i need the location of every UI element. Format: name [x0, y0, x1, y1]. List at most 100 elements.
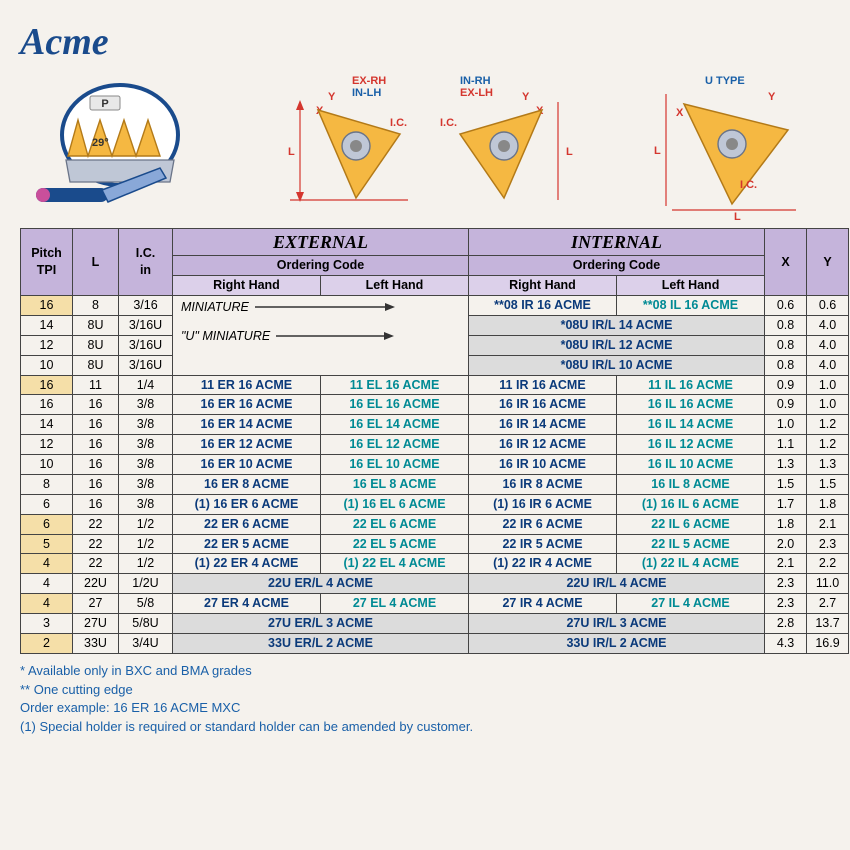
table-cell: 16 IR 8 ACME	[469, 474, 617, 494]
svg-text:IN-RH: IN-RH	[460, 75, 491, 87]
col-ic: I.C.in	[119, 229, 173, 296]
footnote: ** One cutting edge	[20, 681, 830, 700]
table-cell: 4	[21, 554, 73, 574]
table-cell: 8	[21, 474, 73, 494]
table-cell: 0.8	[765, 355, 807, 375]
table-cell: (1) 22 EL 4 ACME	[321, 554, 469, 574]
table-cell: *08U IR/L 14 ACME	[469, 315, 765, 335]
table-cell: 2	[21, 633, 73, 653]
table-cell: 4.0	[807, 355, 849, 375]
diagram-row: P 29° EX-RH IN-LH L X Y I.C. IN-RH EX-LH	[20, 70, 830, 220]
table-cell: 4.0	[807, 335, 849, 355]
col-external: EXTERNAL	[173, 229, 469, 256]
table-cell: 16 EL 8 ACME	[321, 474, 469, 494]
table-cell: MINIATURE"U" MINIATURE	[173, 296, 469, 376]
table-cell: 2.3	[765, 574, 807, 594]
svg-text:P: P	[101, 98, 108, 110]
svg-text:EX-LH: EX-LH	[460, 87, 493, 99]
table-cell: 3	[21, 614, 73, 634]
table-cell: 11 EL 16 ACME	[321, 375, 469, 395]
svg-text:U TYPE: U TYPE	[705, 75, 745, 87]
table-cell: 2.3	[765, 594, 807, 614]
svg-text:I.C.: I.C.	[390, 117, 407, 129]
table-cell: 16 ER 12 ACME	[173, 435, 321, 455]
table-cell: 14	[21, 415, 73, 435]
table-cell: 16 IR 12 ACME	[469, 435, 617, 455]
table-row: 10163/816 ER 10 ACME16 EL 10 ACME16 IR 1…	[21, 455, 849, 475]
table-cell: 22 IR 5 ACME	[469, 534, 617, 554]
thread-profile-diagram: P 29°	[20, 70, 230, 220]
table-cell: 22 IR 6 ACME	[469, 514, 617, 534]
table-cell: (1) 22 ER 4 ACME	[173, 554, 321, 574]
table-cell: 3/8	[119, 494, 173, 514]
table-cell: 16 EL 16 ACME	[321, 395, 469, 415]
table-cell: 16.9	[807, 633, 849, 653]
table-cell: 16 IL 10 ACME	[617, 455, 765, 475]
col-int-lh: Left Hand	[617, 276, 765, 296]
table-cell: 1.0	[765, 415, 807, 435]
table-row: 12163/816 ER 12 ACME16 EL 12 ACME16 IR 1…	[21, 435, 849, 455]
table-cell: 11	[73, 375, 119, 395]
svg-text:Y: Y	[522, 91, 530, 103]
table-cell: 16 IL 12 ACME	[617, 435, 765, 455]
table-cell: 22	[73, 534, 119, 554]
table-cell: 4	[21, 574, 73, 594]
table-cell: 22 IL 5 ACME	[617, 534, 765, 554]
svg-text:X: X	[676, 107, 684, 119]
table-cell: 27U ER/L 3 ACME	[173, 614, 469, 634]
table-cell: 0.9	[765, 395, 807, 415]
u-type-diagram: U TYPE L X Y I.C. L	[620, 70, 830, 220]
table-cell: 14	[21, 315, 73, 335]
table-cell: 1.5	[765, 474, 807, 494]
table-cell: 22U ER/L 4 ACME	[173, 574, 469, 594]
table-cell: 16	[73, 474, 119, 494]
table-cell: 27U IR/L 3 ACME	[469, 614, 765, 634]
table-cell: 2.1	[807, 514, 849, 534]
table-cell: (1) 16 IL 6 ACME	[617, 494, 765, 514]
table-cell: 0.6	[765, 296, 807, 316]
table-cell: 27 IR 4 ACME	[469, 594, 617, 614]
footnote: Order example: 16 ER 16 ACME MXC	[20, 699, 830, 718]
table-cell: 16 ER 8 ACME	[173, 474, 321, 494]
svg-text:EX-RH: EX-RH	[352, 75, 386, 87]
table-cell: (1) 16 IR 6 ACME	[469, 494, 617, 514]
table-cell: 2.1	[765, 554, 807, 574]
table-cell: 8U	[73, 335, 119, 355]
table-cell: 16	[21, 375, 73, 395]
table-row: 233U3/4U33U ER/L 2 ACME33U IR/L 2 ACME4.…	[21, 633, 849, 653]
table-cell: **08 IR 16 ACME	[469, 296, 617, 316]
table-cell: **08 IL 16 ACME	[617, 296, 765, 316]
table-cell: 16	[73, 435, 119, 455]
table-cell: 1.2	[807, 415, 849, 435]
col-x: X	[765, 229, 807, 296]
table-body: 1683/16MINIATURE"U" MINIATURE**08 IR 16 …	[21, 296, 849, 654]
table-cell: 3/8	[119, 395, 173, 415]
col-y: Y	[807, 229, 849, 296]
table-cell: 3/16	[119, 296, 173, 316]
table-cell: 22 ER 6 ACME	[173, 514, 321, 534]
table-cell: 1.1	[765, 435, 807, 455]
table-cell: 10	[21, 455, 73, 475]
col-l: L	[73, 229, 119, 296]
table-cell: 16	[21, 395, 73, 415]
col-pitch: PitchTPI	[21, 229, 73, 296]
table-cell: 3/8	[119, 415, 173, 435]
table-cell: 16	[73, 455, 119, 475]
table-cell: 16 IL 14 ACME	[617, 415, 765, 435]
table-row: 16111/411 ER 16 ACME11 EL 16 ACME11 IR 1…	[21, 375, 849, 395]
table-cell: 16 IR 16 ACME	[469, 395, 617, 415]
table-cell: 4.3	[765, 633, 807, 653]
table-cell: 1.7	[765, 494, 807, 514]
table-cell: 3/16U	[119, 355, 173, 375]
table-cell: 16 IL 16 ACME	[617, 395, 765, 415]
table-cell: 2.3	[807, 534, 849, 554]
table-cell: 33U ER/L 2 ACME	[173, 633, 469, 653]
svg-text:L: L	[288, 146, 295, 158]
col-int-oc: Ordering Code	[469, 256, 765, 276]
table-cell: 3/16U	[119, 335, 173, 355]
table-cell: 1.8	[765, 514, 807, 534]
table-cell: 1/2	[119, 554, 173, 574]
table-cell: (1) 22 IL 4 ACME	[617, 554, 765, 574]
table-cell: 22 EL 6 ACME	[321, 514, 469, 534]
table-cell: *08U IR/L 12 ACME	[469, 335, 765, 355]
